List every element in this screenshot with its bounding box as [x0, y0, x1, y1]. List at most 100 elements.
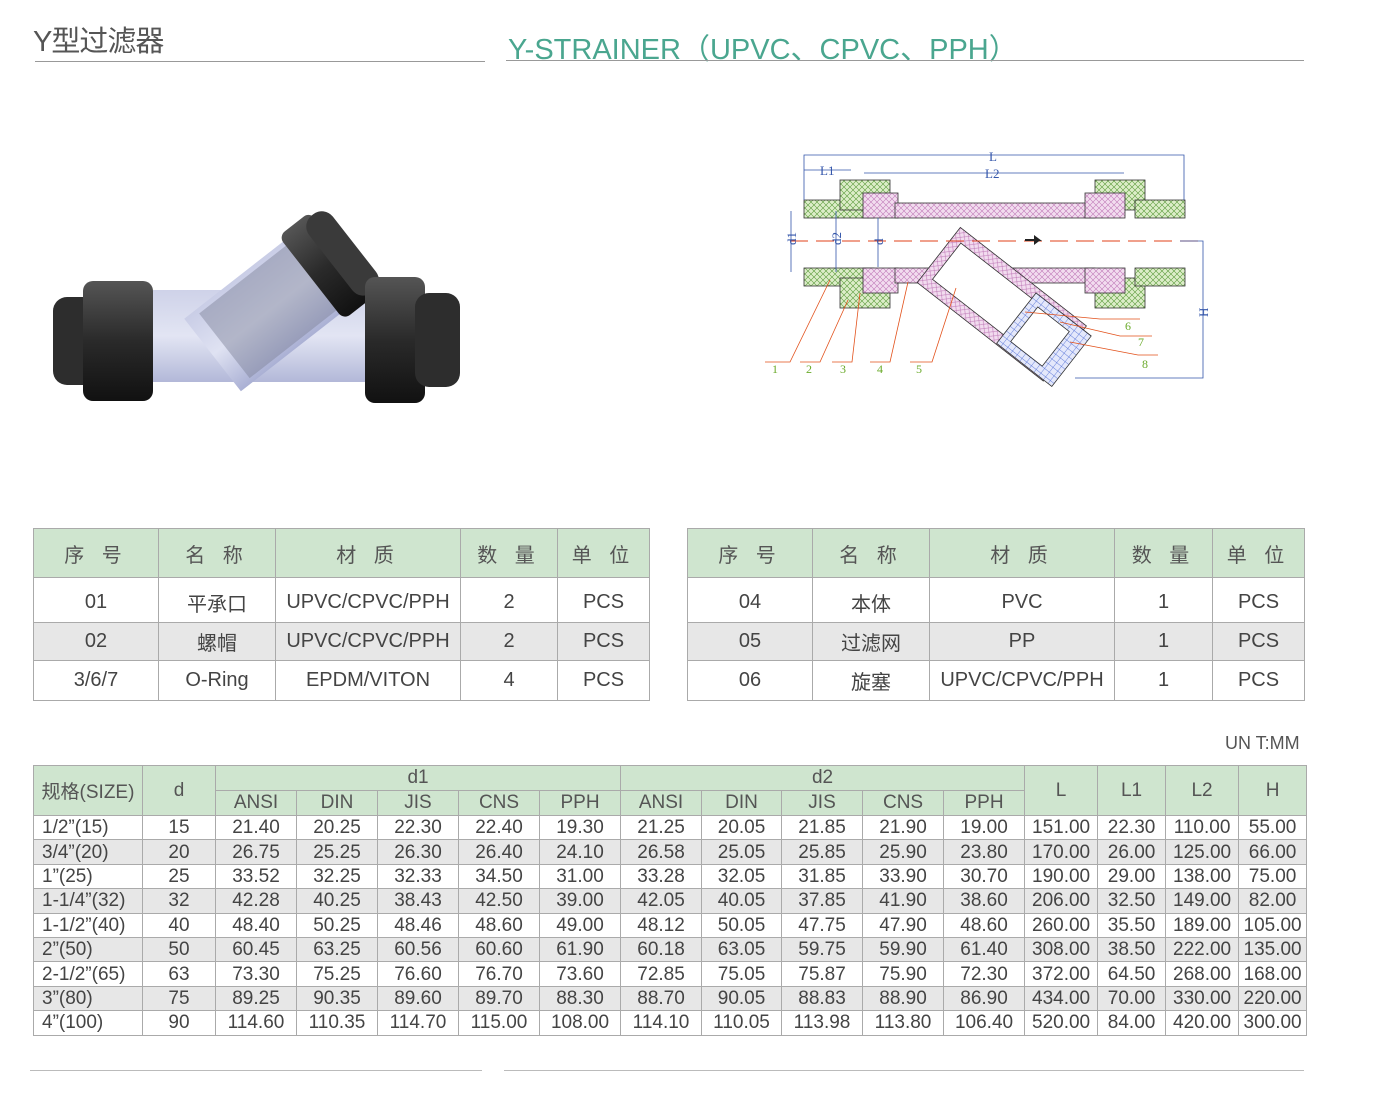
cell-value: 168.00 — [1238, 961, 1308, 987]
page-title-cn: Y型过滤器 — [33, 26, 164, 58]
cell-value: 82.00 — [1238, 888, 1308, 914]
cell-value: 29.00 — [1097, 863, 1167, 890]
header-H: H — [1238, 765, 1308, 816]
cell-unit: PCS — [1212, 577, 1305, 623]
cell-value: 138.00 — [1165, 863, 1240, 890]
cell-value: 108.00 — [538, 1010, 622, 1036]
cell-value: 34.50 — [458, 863, 540, 890]
cell-value: 21.40 — [215, 814, 297, 841]
cell-value: 114.60 — [215, 1010, 297, 1036]
spec-row: 1/2”(15) 15 21.40 20.25 22.30 22.40 19.30 21.25… — [33, 814, 1308, 841]
cell-value: 48.60 — [943, 912, 1026, 938]
cell-value: 125.00 — [1165, 839, 1240, 865]
cell-value: 42.05 — [620, 888, 703, 914]
cell-size: 1-1/2”(40) — [33, 912, 143, 938]
page-title-en: Y-STRAINER（UPVC、CPVC、PPH） — [508, 34, 1018, 66]
cell-value: 89.25 — [215, 985, 297, 1012]
dim-label-L2: L2 — [985, 166, 999, 181]
cell-value: 372.00 — [1024, 961, 1099, 987]
cell-value: 66.00 — [1238, 839, 1308, 865]
cell-value: 88.83 — [781, 985, 864, 1012]
callout-3: 3 — [840, 362, 846, 376]
cell-size: 2-1/2”(65) — [33, 961, 143, 987]
header-name: 名 称 — [812, 528, 930, 578]
cell-value: 39.00 — [538, 888, 622, 914]
cell-value: 75.25 — [296, 961, 378, 987]
cell-value: 135.00 — [1238, 936, 1308, 963]
cell-value: 308.00 — [1024, 936, 1099, 963]
cell-value: 25.25 — [296, 839, 378, 865]
cell-value: 32.50 — [1097, 888, 1167, 914]
cross-section-drawing: L L1 L2 d1 d2 d H 1 2 3 4 5 6 7 8 — [765, 149, 1211, 387]
product-photo — [53, 211, 460, 403]
cell-value: 31.85 — [781, 863, 864, 890]
cell-value: 75.05 — [701, 961, 783, 987]
cell-value: 75.87 — [781, 961, 864, 987]
cell-size: 1”(25) — [33, 863, 143, 890]
cell-value: 22.40 — [458, 814, 540, 841]
cell-value: 55.00 — [1238, 814, 1308, 841]
cell-value: 75.90 — [862, 961, 945, 987]
cell-value: 15 — [142, 814, 216, 841]
cell-value: 520.00 — [1024, 1010, 1099, 1036]
cell-size: 2”(50) — [33, 936, 143, 963]
cell-value: 50.25 — [296, 912, 378, 938]
cell-value: 25.90 — [862, 839, 945, 865]
cell-value: 42.50 — [458, 888, 540, 914]
cell-unit: PCS — [1212, 622, 1305, 661]
dim-label-L1: L1 — [820, 163, 834, 178]
cell-value: 76.60 — [377, 961, 459, 987]
header-d2-din: DIN — [701, 790, 783, 816]
header-L1: L1 — [1097, 765, 1167, 816]
cell-size: 3/4”(20) — [33, 839, 143, 865]
spec-row: 1-1/4”(32) 32 42.28 40.25 38.43 42.50 39.00 42.… — [33, 888, 1308, 914]
cell-name: 本体 — [812, 577, 930, 623]
cell-value: 33.52 — [215, 863, 297, 890]
cell-value: 90 — [142, 1010, 216, 1036]
cell-value: 50 — [142, 936, 216, 963]
cell-quantity: 2 — [460, 577, 558, 623]
spec-row: 1”(25) 25 33.52 32.25 32.33 34.50 31.00 33.28 32… — [33, 863, 1308, 890]
dim-label-H: H — [1196, 308, 1211, 317]
header-d2-ansi: ANSI — [620, 790, 703, 816]
unit-label: UN T:MM — [1225, 733, 1300, 753]
header-quantity: 数 量 — [1114, 528, 1213, 578]
footer-divider-right — [504, 1070, 1304, 1071]
cell-value: 47.75 — [781, 912, 864, 938]
header-d: d — [142, 765, 216, 816]
header-unit: 单 位 — [557, 528, 650, 578]
cell-value: 84.00 — [1097, 1010, 1167, 1036]
cell-value: 88.30 — [538, 985, 622, 1012]
cell-material: PVC — [929, 577, 1115, 623]
cell-value: 330.00 — [1165, 985, 1240, 1012]
cell-value: 63.05 — [701, 936, 783, 963]
cell-value: 35.50 — [1097, 912, 1167, 938]
callout-1: 1 — [772, 362, 778, 376]
cell-value: 61.90 — [538, 936, 622, 963]
cell-value: 110.35 — [296, 1010, 378, 1036]
header-quantity: 数 量 — [460, 528, 558, 578]
cell-value: 23.80 — [943, 839, 1026, 865]
header-index: 序 号 — [687, 528, 813, 578]
cell-index: 06 — [687, 660, 813, 701]
cell-value: 22.30 — [1097, 814, 1167, 841]
cell-value: 26.58 — [620, 839, 703, 865]
cell-value: 47.90 — [862, 912, 945, 938]
cell-name: 旋塞 — [812, 660, 930, 701]
cell-value: 110.05 — [701, 1010, 783, 1036]
spec-header-row-1: 规格(SIZE) d d1 d2 L L1 L2 H — [33, 765, 1308, 816]
cell-material: UPVC/CPVC/PPH — [929, 660, 1115, 701]
spec-row: 4”(100) 90 114.60 110.35 114.70 115.00 108.00 1… — [33, 1010, 1308, 1036]
spec-row: 3/4”(20) 20 26.75 25.25 26.30 26.40 24.10 26.58… — [33, 839, 1308, 865]
header-d1: d1 — [214, 765, 622, 791]
cell-value: 90.05 — [701, 985, 783, 1012]
cell-value: 25.85 — [781, 839, 864, 865]
spec-header-row-2: ANSI DIN JIS CNS PPH ANSI DIN JIS CNS PP… — [34, 790, 1307, 816]
cell-value: 48.46 — [377, 912, 459, 938]
cell-unit: PCS — [557, 660, 650, 701]
parts-table-right: 序 号 名 称 材 质 数 量 单 位 04 本体 PVC 1 PCS 05 过滤网 PP 1 P… — [687, 528, 1305, 701]
callout-7: 7 — [1138, 335, 1144, 349]
dim-label-d1: d1 — [784, 232, 799, 245]
cell-value: 19.00 — [943, 814, 1026, 841]
cell-value: 72.85 — [620, 961, 703, 987]
